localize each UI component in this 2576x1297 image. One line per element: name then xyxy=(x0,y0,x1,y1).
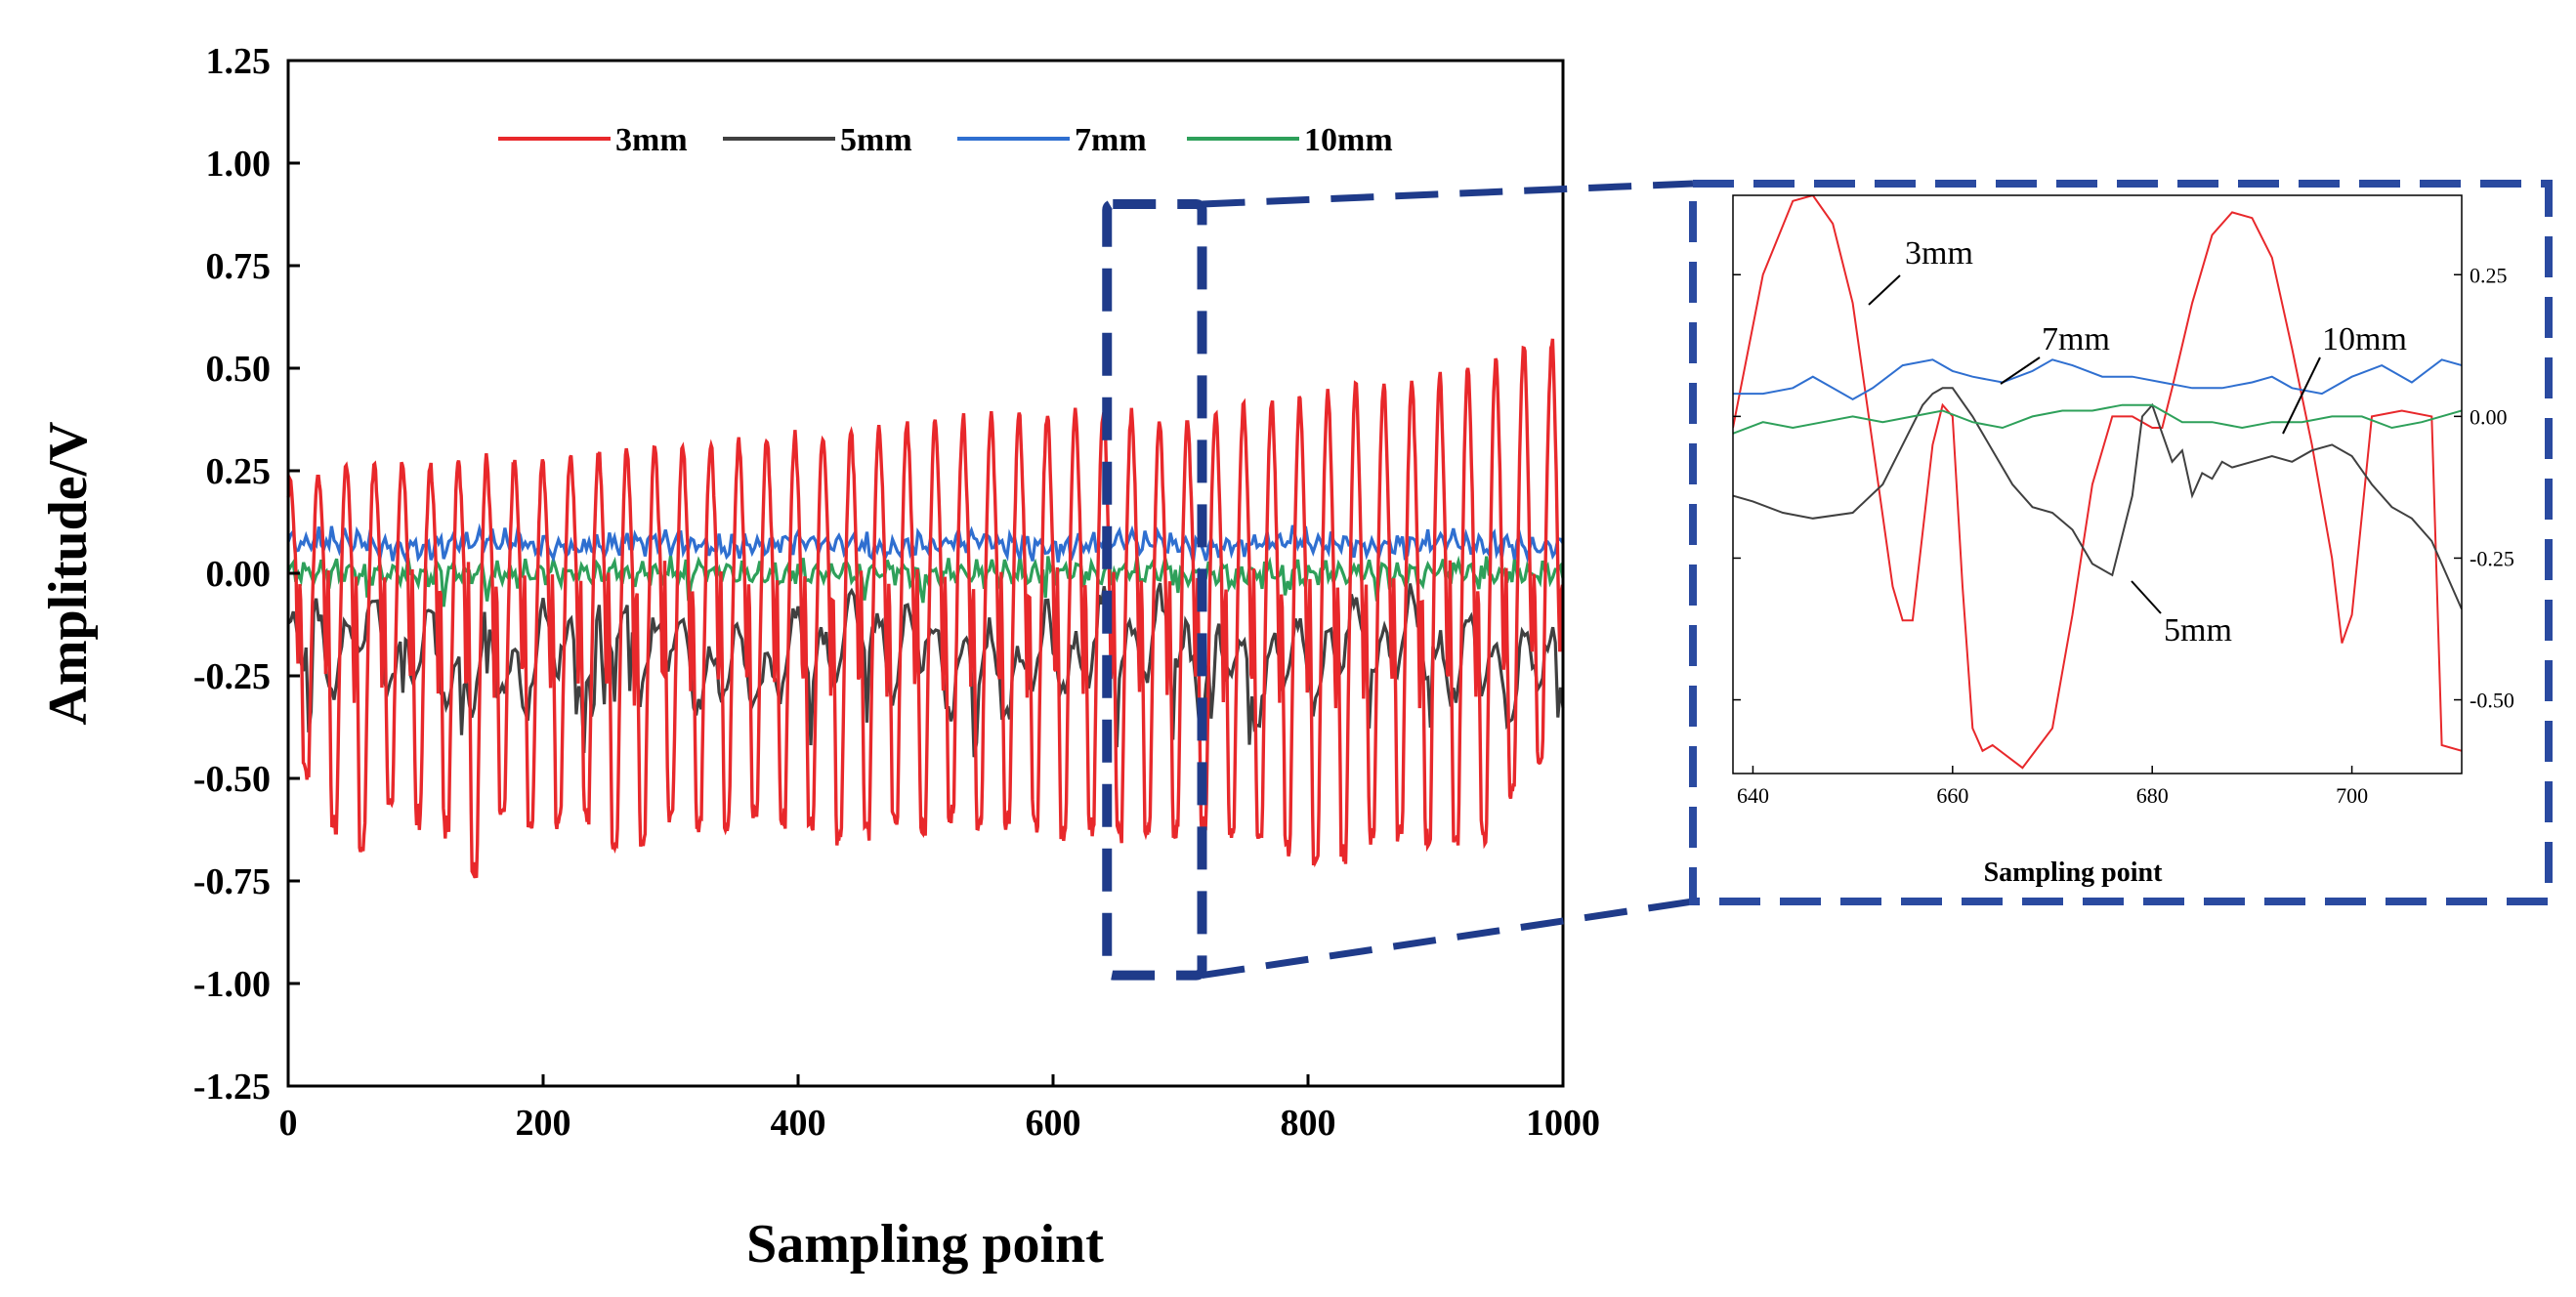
main-y-tick-label: 0.00 xyxy=(206,554,272,595)
inset-x-tick-label: 660 xyxy=(1936,783,1968,808)
zoom-connector-top xyxy=(1202,180,1694,208)
inset-annotation-leader-3mm xyxy=(1868,274,1901,306)
inset-series-5mm xyxy=(1733,387,2462,610)
zoom-region-box xyxy=(1102,199,1207,981)
inset-series-3mm xyxy=(1733,195,2462,770)
main-y-tick-label: -0.50 xyxy=(193,759,271,800)
zoom-callout xyxy=(1102,180,2553,981)
inset-x-tick-label: 680 xyxy=(2136,783,2169,808)
inset-y-tick-label: -0.50 xyxy=(2470,689,2514,713)
inset-y-tick-label: 0.25 xyxy=(2470,263,2508,287)
legend-label-5mm: 5mm xyxy=(840,122,912,158)
legend-label-7mm: 7mm xyxy=(1075,122,1147,158)
main-x-tick-label: 400 xyxy=(771,1103,826,1144)
inset-series-10mm xyxy=(1733,403,2462,435)
inset-series-group xyxy=(1733,195,2462,770)
inset-dashed-box xyxy=(1689,180,2553,905)
inset-y-tick-label: -0.25 xyxy=(2470,546,2514,570)
main-x-axis-title: Sampling point xyxy=(746,1214,1104,1275)
main-chart: 0 200 400 600 800 1000 1.25 1.00 0.75 0.50 0.25 0.… xyxy=(38,41,1600,1275)
main-y-tick-label: -1.25 xyxy=(193,1067,271,1108)
inset-annotation-3mm: 3mm xyxy=(1905,235,1973,272)
main-y-tick-label: 1.25 xyxy=(206,41,272,82)
inset-x-axis-title: Sampling point xyxy=(1984,858,2164,888)
main-x-tick-label: 200 xyxy=(516,1103,571,1144)
inset-annotation-leader-7mm xyxy=(2000,356,2041,385)
main-y-tick-label: -1.00 xyxy=(193,964,271,1005)
main-series-7mm xyxy=(286,523,1565,565)
inset-x-ticks: 640 660 680 700 xyxy=(1737,766,2368,808)
main-y-tick-label: 0.25 xyxy=(206,451,272,492)
inset-annotation-leader-5mm xyxy=(2131,580,2162,614)
inset-x-tick-label: 640 xyxy=(1737,783,1769,808)
inset-series-7mm xyxy=(1733,358,2462,401)
main-y-tick-label: 0.75 xyxy=(206,246,272,287)
inset-y-ticks: 0.25 0.00 -0.25 -0.50 xyxy=(1733,263,2514,713)
inset-annotation-leader-10mm xyxy=(2282,356,2321,435)
legend-label-3mm: 3mm xyxy=(615,122,688,158)
main-y-ticks: 1.25 1.00 0.75 0.50 0.25 0.00 -0.25 -0.50 -0.75 -… xyxy=(193,41,300,1108)
main-y-tick-label: 1.00 xyxy=(206,144,272,185)
main-series-group xyxy=(286,338,1565,880)
inset-annotation-5mm: 5mm xyxy=(2164,612,2232,648)
main-y-tick-label: 0.50 xyxy=(206,349,272,390)
inset-plot-frame xyxy=(1732,194,2463,774)
main-x-tick-label: 600 xyxy=(1026,1103,1081,1144)
main-series-3mm xyxy=(286,338,1565,880)
inset-annotation-7mm: 7mm xyxy=(2042,321,2110,357)
main-x-ticks: 0 200 400 600 800 1000 xyxy=(279,1074,1600,1144)
inset-x-tick-label: 700 xyxy=(2336,783,2368,808)
main-y-tick-label: -0.75 xyxy=(193,861,271,902)
inset-y-tick-label: 0.00 xyxy=(2470,404,2508,429)
zoom-connector-bottom xyxy=(1201,898,1694,980)
main-x-tick-label: 0 xyxy=(279,1103,298,1144)
main-series-10mm xyxy=(286,554,1565,607)
main-y-tick-label: -0.25 xyxy=(193,656,271,697)
inset-annotations: 3mm 7mm 10mm 5mm xyxy=(1868,235,2407,648)
main-legend: 3mm 5mm 7mm 10mm xyxy=(498,122,1393,158)
inset-chart: 640 660 680 700 0.25 0.00 -0.25 -0.50 Sampling… xyxy=(1732,194,2514,888)
legend-label-10mm: 10mm xyxy=(1304,122,1393,158)
inset-annotation-10mm: 10mm xyxy=(2322,321,2407,357)
main-x-tick-label: 800 xyxy=(1281,1103,1336,1144)
main-y-axis-title: Amplitude/V xyxy=(38,421,99,725)
main-x-tick-label: 1000 xyxy=(1526,1103,1600,1144)
